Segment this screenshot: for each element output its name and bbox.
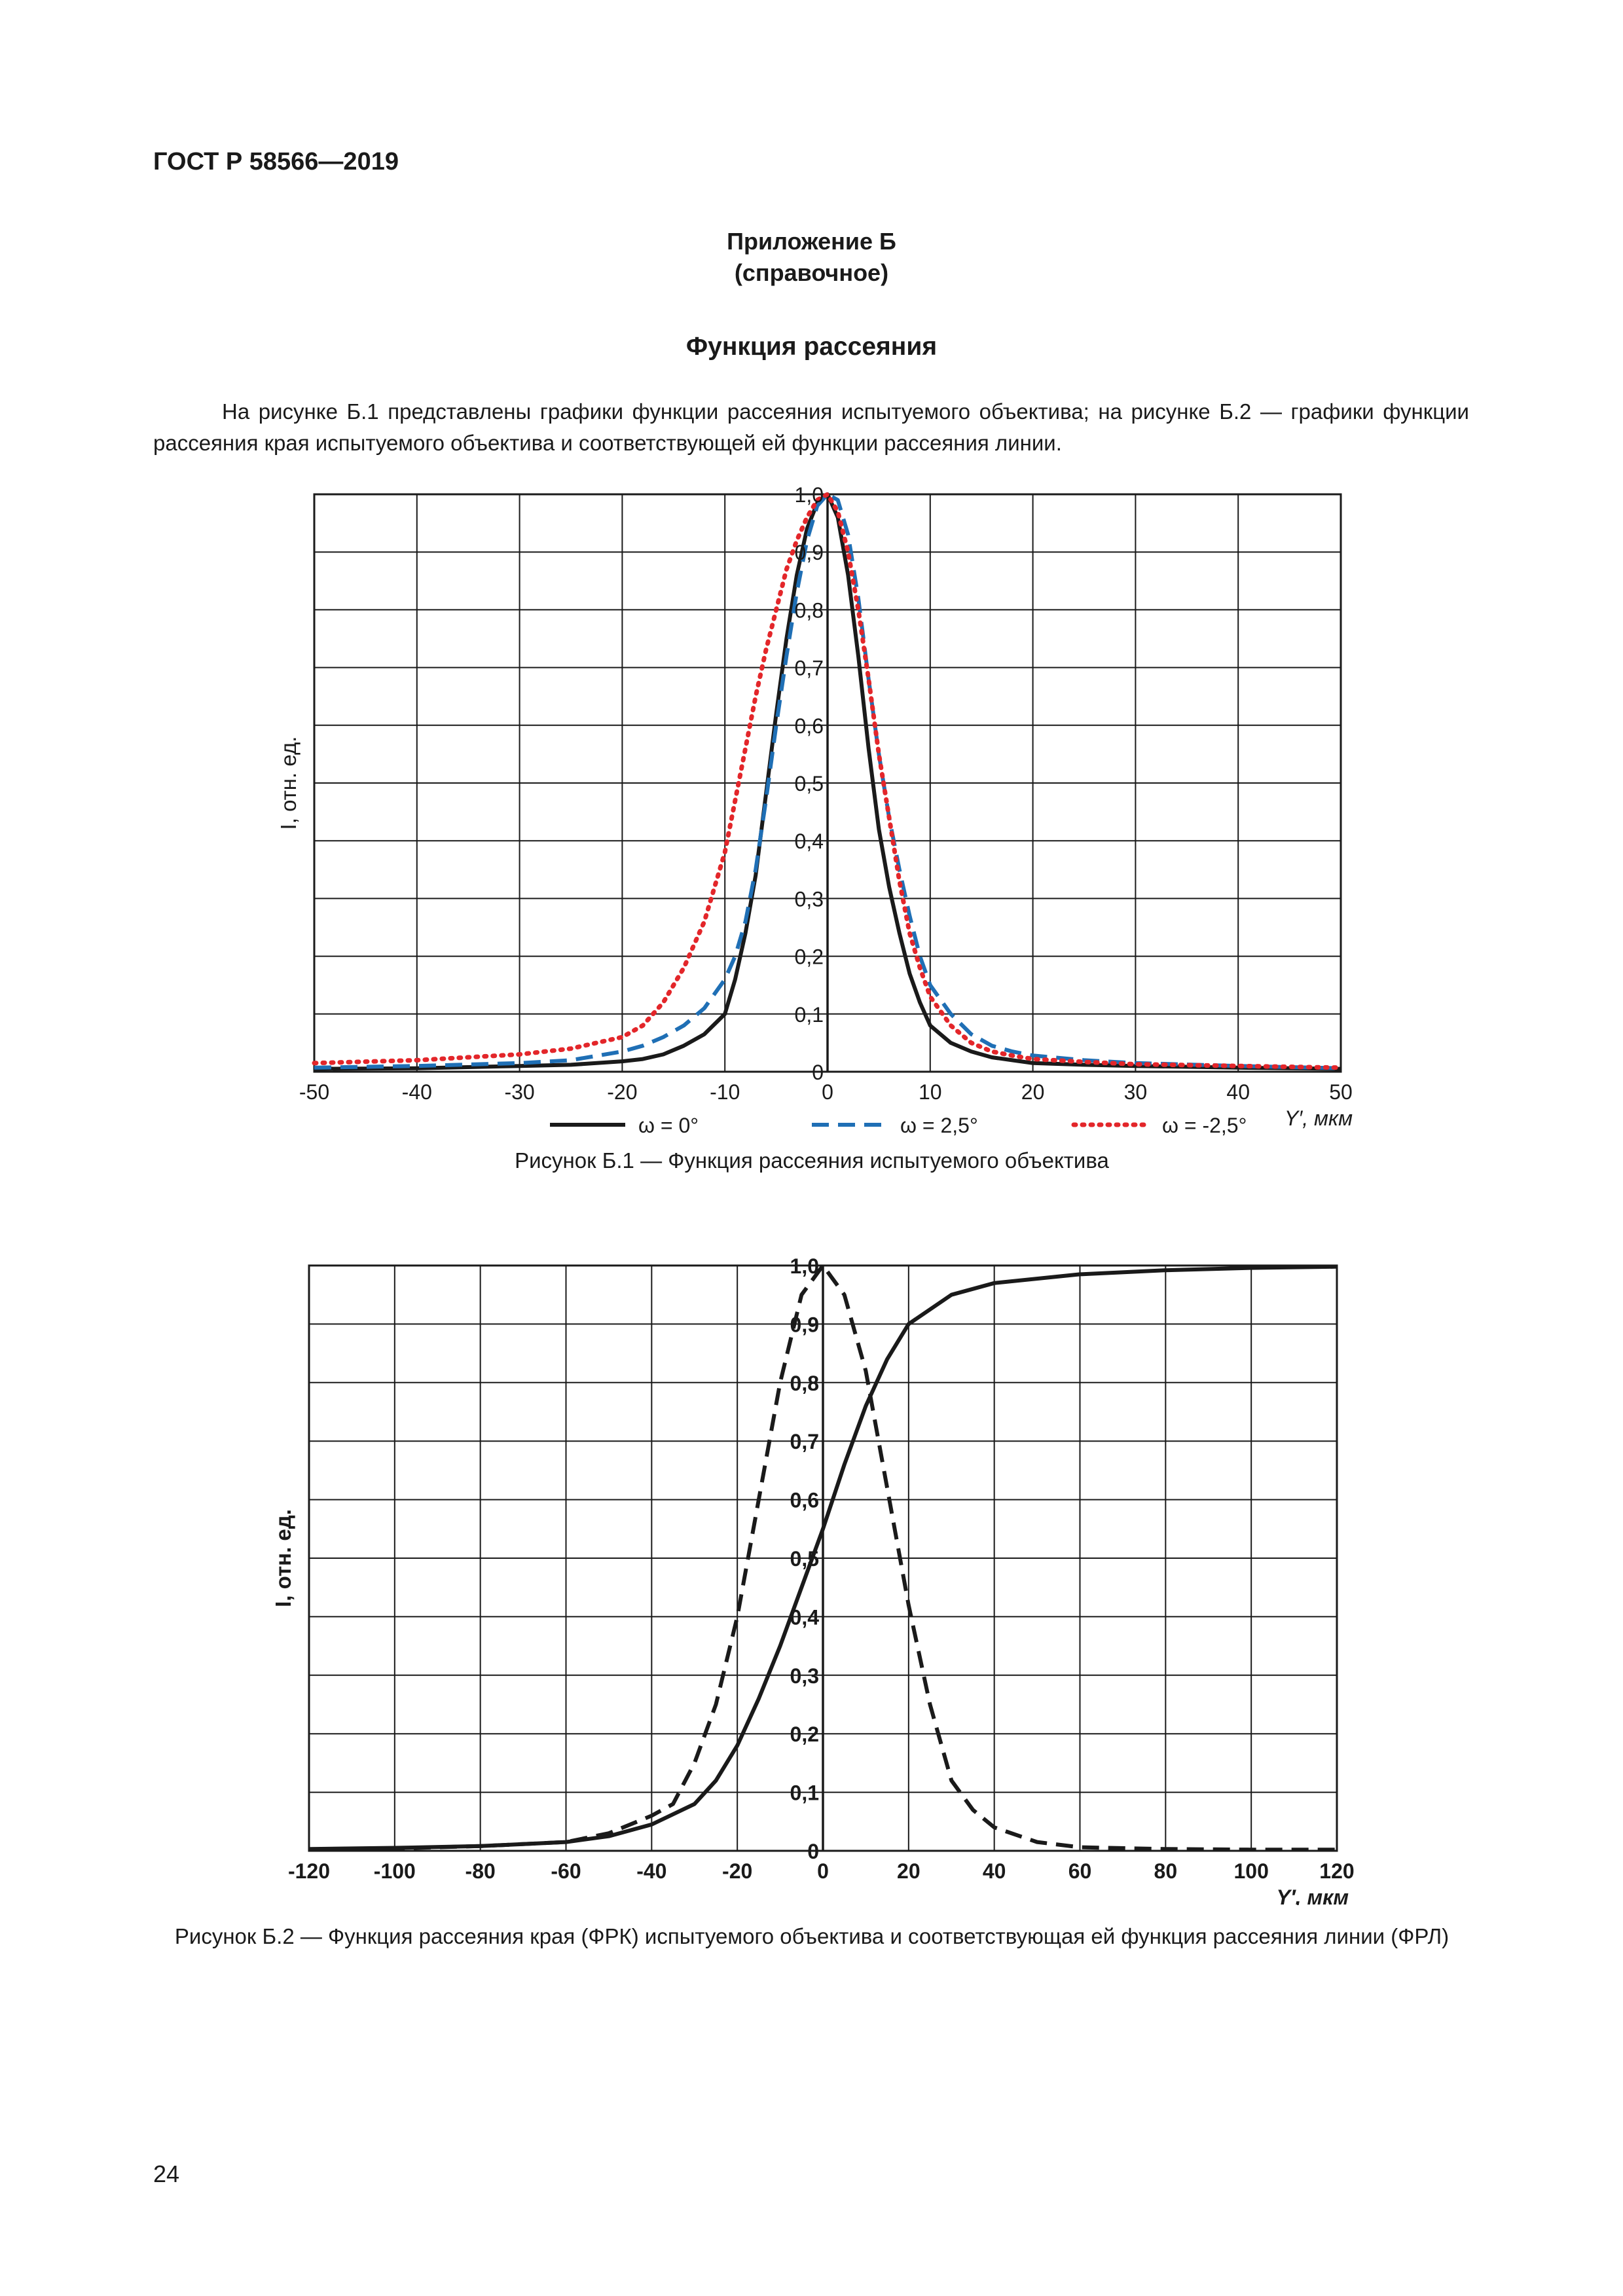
fig2-y-tick-label: 0,8: [790, 1372, 819, 1395]
fig2-x-tick-label: 40: [983, 1859, 1006, 1883]
appendix-title: Приложение Б: [727, 228, 896, 255]
fig2-x-tick-label: -100: [374, 1859, 416, 1883]
fig2-x-tick-label: -20: [722, 1859, 752, 1883]
fig2-x-tick-label: -60: [551, 1859, 581, 1883]
fig2-x-tick-label: 120: [1319, 1859, 1354, 1883]
appendix-heading: Приложение Б (справочное): [0, 226, 1623, 289]
fig1-x-tick-label: -40: [402, 1080, 432, 1104]
fig2-x-tick-label: -120: [288, 1859, 330, 1883]
intro-text: На рисунке Б.1 представлены графики функ…: [153, 399, 1469, 455]
fig1-legend-label-3: ω = -2,5°: [1162, 1114, 1247, 1137]
fig1-y-axis-label: I, отн. ед.: [276, 737, 301, 830]
fig2-x-tick-label: -80: [465, 1859, 496, 1883]
fig1-x-tick-label: 0: [822, 1080, 833, 1104]
fig2-series-line-1: [308, 1264, 1338, 1851]
intro-paragraph: На рисунке Б.1 представлены графики функ…: [153, 396, 1469, 459]
fig2-x-tick-label: 60: [1068, 1859, 1092, 1883]
fig1-x-tick-label: 50: [1329, 1080, 1353, 1104]
fig2-y-tick-label: 0,5: [790, 1547, 819, 1571]
fig2-y-tick-label: 1,0: [790, 1254, 819, 1278]
fig2-x-tick-label: 0: [817, 1859, 829, 1883]
fig2-x-tick-label: 20: [897, 1859, 921, 1883]
fig1-series-line-2: [314, 492, 1341, 1070]
fig2-y-tick-label: 0,3: [790, 1664, 819, 1688]
fig2-y-tick-label: 0,1: [790, 1781, 819, 1805]
figure-b2-chart: 0 0,1 0,2 0,3 0,4 0,5 0,6 0,7 0,8 0,9 1,0 -120 -100 -…: [271, 1254, 1355, 1905]
figure-b2-caption: Рисунок Б.2 — Функция рассеяния края (ФР…: [174, 1924, 1450, 1948]
fig1-x-tick-label: -20: [607, 1080, 637, 1104]
fig2-x-tick-label: 80: [1154, 1859, 1178, 1883]
fig1-x-tick-label: 20: [1021, 1080, 1045, 1104]
fig1-x-tick-label: -10: [710, 1080, 740, 1104]
fig1-legend-label-2: ω = 2,5°: [900, 1114, 978, 1137]
section-title: Функция рассеяния: [685, 333, 938, 361]
fig1-y-tick-label: 0,6: [795, 714, 824, 738]
page-number: 24: [153, 2160, 180, 2187]
fig1-x-tick-label: -30: [504, 1080, 534, 1104]
fig2-x-axis-label: Y′, мкм: [1277, 1886, 1349, 1905]
fig2-y-tick-label: 0: [807, 1840, 819, 1863]
fig2-y-tick-label: 0,9: [790, 1313, 819, 1336]
fig2-y-tick-label: 0,4: [790, 1605, 820, 1629]
appendix-subtitle: (справочное): [734, 259, 889, 286]
fig2-y-tick-label: 0,7: [790, 1430, 819, 1453]
fig2-y-tick-label: 0,6: [790, 1489, 819, 1512]
fig1-y-tick-label: 0,3: [795, 887, 824, 911]
fig1-legend-label-1: ω = 0°: [638, 1114, 699, 1137]
fig1-x-tick-label: 30: [1124, 1080, 1148, 1104]
figure-b1-caption: Рисунок Б.1 — Функция рассеяния испытуем…: [515, 1148, 1109, 1173]
fig1-y-tick-label: 0,7: [795, 657, 824, 680]
fig1-y-tick-label: 0,4: [795, 829, 824, 853]
fig1-x-axis-label: Y′, мкм: [1285, 1106, 1353, 1130]
document-code: ГОСТ Р 58566—2019: [153, 148, 399, 175]
fig2-x-tick-label: -40: [636, 1859, 666, 1883]
fig1-series-line-3: [312, 492, 1343, 1070]
fig2-x-tick-label: 100: [1233, 1859, 1268, 1883]
fig1-y-tick-label: 0,8: [795, 598, 824, 622]
fig2-series-line-2: [308, 1264, 1337, 1852]
fig1-y-tick-label: 0: [812, 1061, 824, 1084]
fig1-x-tick-label: -50: [299, 1080, 329, 1104]
fig1-y-tick-label: 0,5: [795, 772, 824, 795]
fig1-x-tick-label: 10: [919, 1080, 942, 1104]
fig2-y-tick-label: 0,2: [790, 1722, 819, 1746]
fig2-y-axis-label: I, отн. ед.: [271, 1509, 295, 1607]
figure-b1-chart: 0 0,1 0,2 0,3 0,4 0,5 0,6 0,7 0,8 0,9 1,0 -50 -40 -30…: [276, 483, 1353, 1137]
fig1-y-tick-label: 0,9: [795, 541, 824, 564]
fig1-x-tick-label: 40: [1226, 1080, 1250, 1104]
fig1-y-tick-label: 0,2: [795, 945, 824, 969]
fig1-y-tick-label: 1,0: [795, 483, 824, 507]
fig1-y-tick-label: 0,1: [795, 1003, 824, 1027]
